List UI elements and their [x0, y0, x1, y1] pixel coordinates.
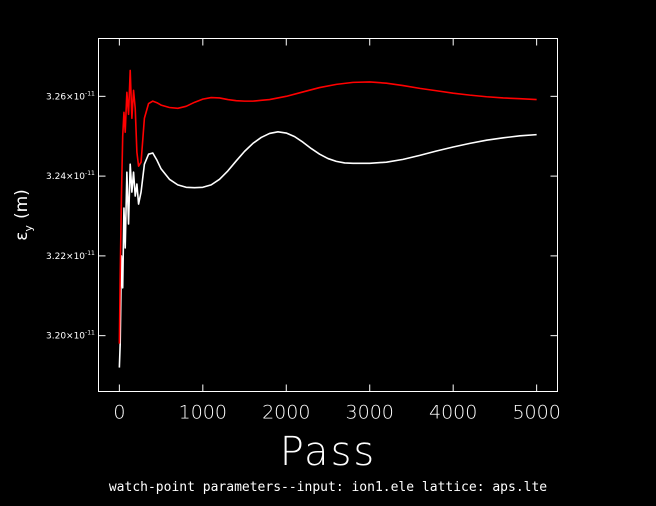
series-line-2 [118, 69, 537, 344]
y-tick-label: 3.22×10-11 [46, 250, 95, 262]
y-axis-label-symbol: ε [12, 232, 32, 241]
x-tick-label: 5000 [512, 402, 560, 424]
x-tick-label: 4000 [429, 402, 477, 424]
x-axis-ticks: 0 1000 2000 3000 4000 5000 [113, 38, 561, 424]
y-tick-label: 3.20×10-11 [46, 330, 95, 342]
series-layer [118, 69, 537, 368]
series-line-1 [118, 131, 537, 368]
y-axis-ticks: 3.20×10-11 3.22×10-11 3.24×10-11 3.26×10-11 [46, 90, 558, 342]
y-axis-label: εy (m) [12, 189, 35, 241]
x-axis-label: Pass [280, 429, 377, 475]
y-tick-label: 3.24×10-11 [46, 170, 95, 182]
y-axis-label-subscript: y [22, 225, 35, 232]
chart-caption: watch-point parameters--input: ion1.ele … [109, 480, 547, 495]
plot-frame [98, 38, 558, 392]
y-axis-label-unit: (m) [12, 189, 32, 219]
x-tick-label: 0 [113, 402, 125, 424]
x-tick-label: 2000 [262, 402, 310, 424]
svg-text:εy(m): εy (m) [12, 189, 35, 241]
x-tick-label: 3000 [346, 402, 394, 424]
x-tick-label: 1000 [179, 402, 227, 424]
y-tick-label: 3.26×10-11 [46, 90, 95, 102]
